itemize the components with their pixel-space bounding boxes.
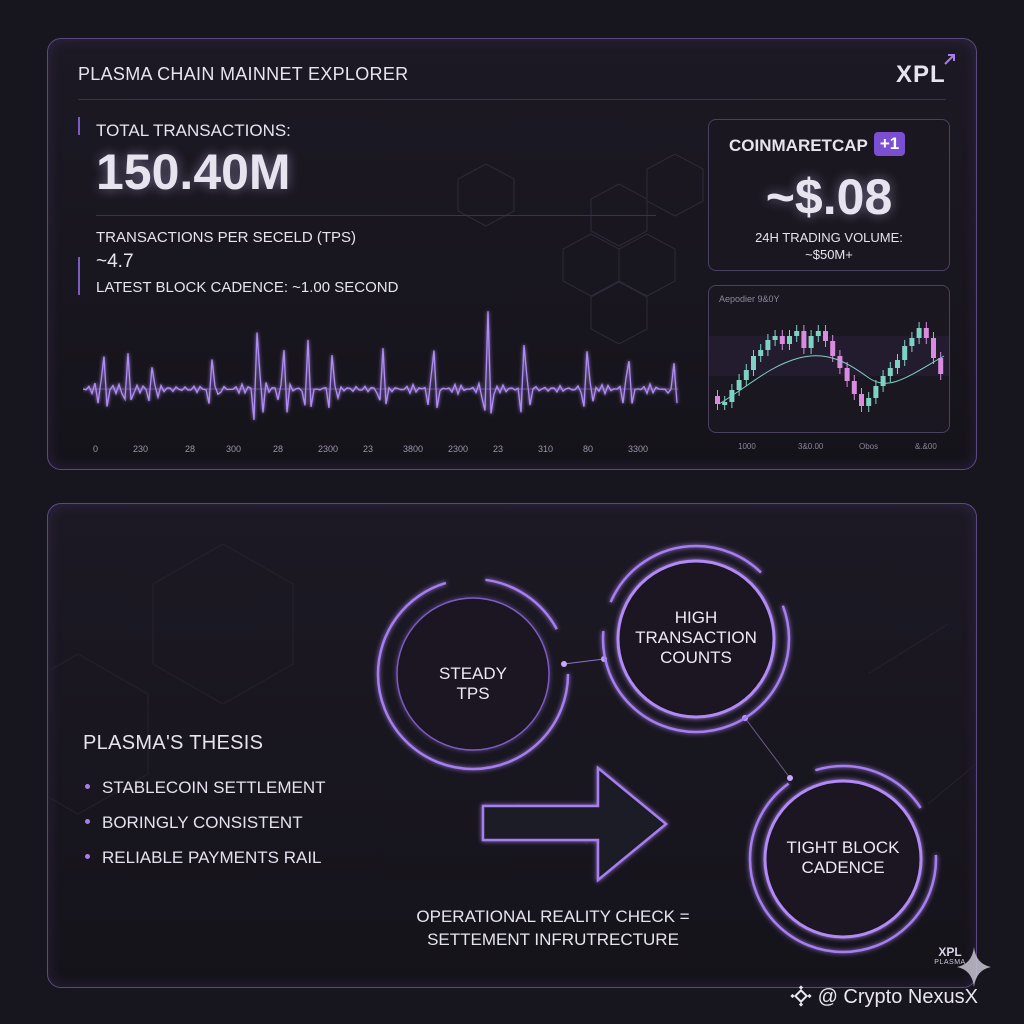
- candle: [916, 328, 922, 338]
- header-divider: [78, 99, 946, 100]
- tight-block-cadence-label: TIGHT BLOCK CADENCE: [786, 838, 900, 877]
- candle: [736, 380, 742, 390]
- candle: [758, 350, 764, 356]
- candle: [815, 331, 821, 336]
- market-card: COINMARETCAP +1 ~$.08 24H TRADING VOLUME:…: [708, 119, 950, 271]
- xpl-logo: XPL: [896, 54, 955, 89]
- waveform-tick-label: 3800: [403, 444, 424, 454]
- connector-line: [563, 658, 605, 665]
- tight-block-cadence-circle: [748, 764, 938, 954]
- explorer-panel: PLASMA CHAIN MAINNET EXPLORER XPL TOTAL …: [47, 38, 977, 470]
- accent-bar: [78, 257, 80, 295]
- waveform-tick-label: 300: [226, 444, 242, 454]
- metric-divider: [96, 215, 656, 216]
- tps-waveform: [83, 311, 678, 420]
- candle: [887, 368, 893, 376]
- waveform-tick-label: 28: [273, 444, 284, 454]
- thesis-bullet: BORINGLY CONSISTENT: [85, 813, 303, 833]
- tps-value: ~4.7: [96, 251, 134, 272]
- high-transaction-counts-circle: [601, 544, 791, 734]
- reality-check-text: OPERATIONAL REALITY CHECK = SETTEMENT INF…: [416, 907, 690, 949]
- arrow-up-right-icon: [944, 54, 955, 65]
- connector-line: [744, 717, 791, 779]
- thesis-bullet: RELIABLE PAYMENTS RAIL: [85, 848, 322, 868]
- candle: [751, 356, 756, 370]
- candle: [772, 336, 778, 340]
- candle: [938, 358, 944, 374]
- candle: [880, 376, 886, 386]
- candle: [873, 386, 879, 398]
- total-transactions-value: 150.40M: [96, 144, 291, 200]
- corner-logo: XPL PLASMA: [934, 945, 966, 966]
- thesis-panel: PLASMA'S THESIS STEADY TPS: [47, 503, 977, 988]
- accent-bar: [78, 117, 80, 135]
- block-cadence-label: LATEST BLOCK CADENCE: ~1.00 SECOND: [96, 279, 399, 296]
- candle: [837, 356, 843, 368]
- candle-band: [709, 336, 949, 376]
- right-arrow-icon: [481, 765, 668, 883]
- candle: [823, 331, 828, 341]
- steady-tps-circle: [376, 577, 570, 771]
- candle: [844, 368, 850, 381]
- candlestick-tick-label: 1000: [738, 442, 756, 451]
- high-transaction-counts-label: HIGH TRANSACTION COUNTS: [635, 608, 757, 667]
- waveform-tick-label: 80: [583, 444, 594, 454]
- volume-label: 24H TRADING VOLUME:: [755, 230, 903, 245]
- moving-average-line: [718, 355, 945, 405]
- steady-tps-label: STEADY TPS: [438, 664, 508, 703]
- candle: [722, 402, 728, 405]
- candlestick-chart: [709, 322, 949, 412]
- thesis-title: PLASMA'S THESIS: [83, 732, 264, 754]
- thesis-bullet: STABLECOIN SETTLEMENT: [85, 778, 326, 798]
- waveform-tick-label: 310: [538, 444, 554, 454]
- tps-label: TRANSACTIONS PER SECELD (TPS): [96, 229, 357, 246]
- binance-diamond-icon: [790, 985, 812, 1007]
- candle: [830, 341, 836, 356]
- coinmarketcap-label: COINMARETCAP: [729, 136, 868, 155]
- candlestick-card: Aepodier 9&0Y: [708, 285, 950, 433]
- candlestick-tick-label: &.&00: [915, 442, 937, 451]
- mini-chart-label: Aepodier 9&0Y: [719, 294, 780, 304]
- waveform-tick-label: 28: [185, 444, 196, 454]
- waveform-tick-label: 2300: [318, 444, 339, 454]
- candlestick-tick-label: 3&0.00: [798, 442, 824, 451]
- candle: [859, 394, 864, 406]
- waveform-line: [83, 311, 678, 420]
- candle: [801, 331, 807, 348]
- connector-node: [561, 661, 567, 667]
- sparkle-icon: [957, 947, 991, 987]
- candle: [794, 331, 800, 336]
- candle: [743, 370, 749, 380]
- candlestick-tick-label: Obos: [859, 442, 879, 451]
- candle: [715, 396, 720, 404]
- waveform-tick-label: 230: [133, 444, 149, 454]
- waveform-tick-label: 3300: [628, 444, 649, 454]
- price-value: ~$.08: [765, 169, 893, 225]
- explorer-title: PLASMA CHAIN MAINNET EXPLORER: [78, 64, 409, 84]
- candle: [808, 336, 814, 348]
- candle: [902, 346, 908, 360]
- watermark: @ Crypto NexusX: [790, 985, 978, 1009]
- candle: [765, 340, 771, 350]
- waveform-tick-label: 23: [363, 444, 374, 454]
- waveform-tick-label: 2300: [448, 444, 469, 454]
- candle: [787, 336, 792, 344]
- market-source: COINMARETCAP +1: [729, 132, 906, 156]
- candle: [909, 338, 915, 346]
- waveform-tick-label: 0: [93, 444, 99, 454]
- thesis-diagram: [376, 544, 938, 954]
- hexagon-pattern: [457, 154, 704, 344]
- candle: [923, 328, 929, 338]
- rank-badge: +1: [873, 132, 906, 156]
- candle: [779, 336, 785, 344]
- candle: [866, 398, 872, 406]
- volume-value: ~$50M+: [805, 247, 853, 262]
- connector-node: [787, 775, 793, 781]
- background-network-pattern: [48, 543, 976, 845]
- candle: [851, 381, 857, 394]
- total-transactions-label: TOTAL TRANSACTIONS:: [96, 121, 291, 140]
- candle: [931, 338, 936, 358]
- waveform-tick-label: 23: [493, 444, 504, 454]
- candle: [895, 360, 900, 368]
